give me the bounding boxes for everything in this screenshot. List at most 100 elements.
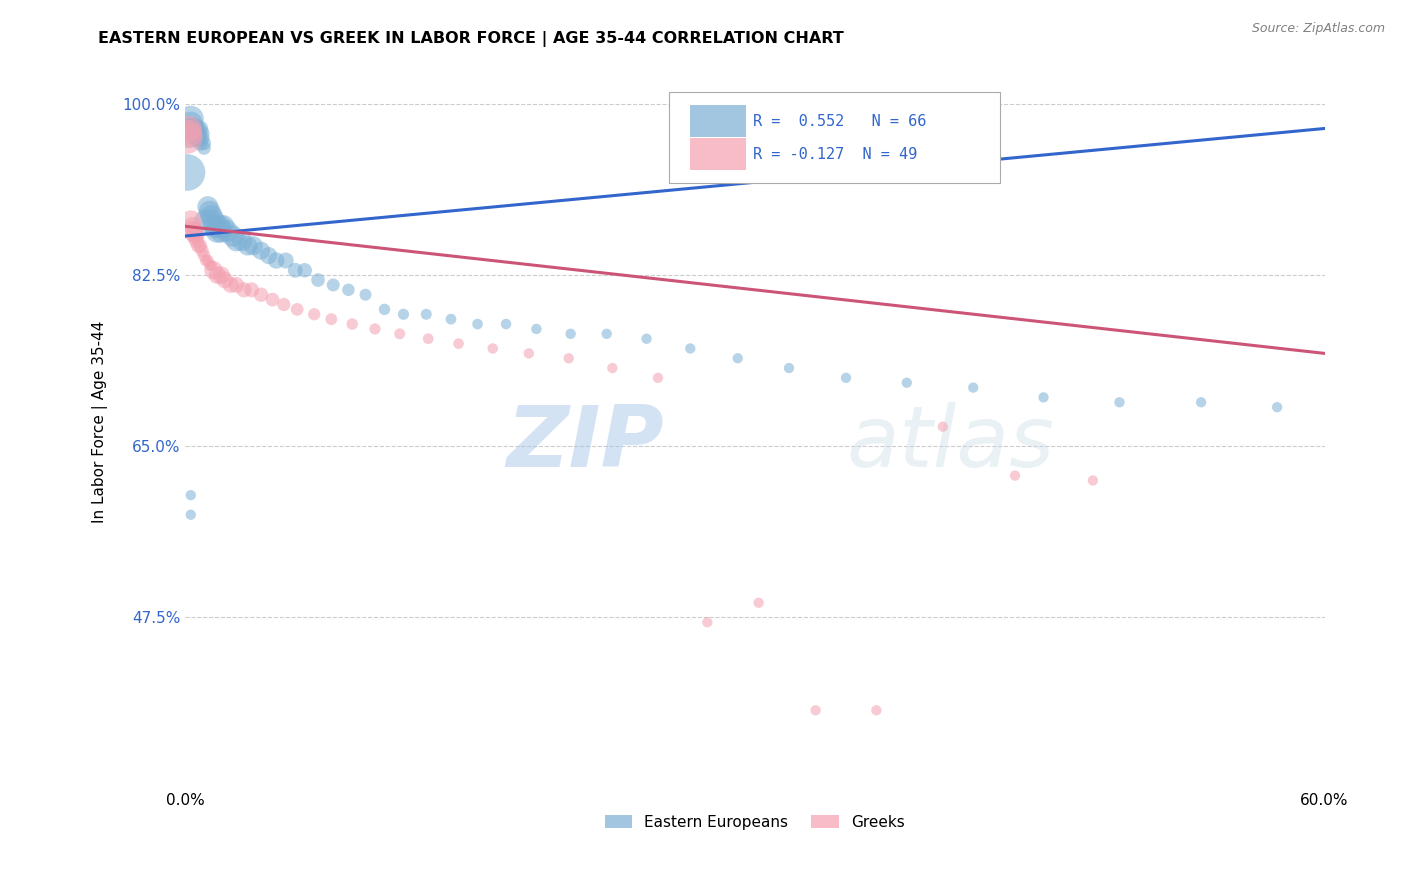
Point	[181, 219, 204, 234]
Point	[183, 224, 205, 238]
Point	[865, 703, 887, 717]
Point	[181, 224, 204, 238]
Text: atlas: atlas	[846, 402, 1054, 485]
Point	[225, 277, 247, 292]
Point	[337, 283, 360, 297]
Point	[177, 127, 200, 141]
Text: EASTERN EUROPEAN VS GREEK IN LABOR FORCE | AGE 35-44 CORRELATION CHART: EASTERN EUROPEAN VS GREEK IN LABOR FORCE…	[98, 31, 844, 47]
Point	[180, 117, 202, 131]
Point	[322, 277, 344, 292]
Point	[932, 419, 955, 434]
Point	[415, 307, 437, 321]
Point	[188, 239, 211, 253]
Point	[186, 229, 208, 244]
FancyBboxPatch shape	[669, 92, 1000, 184]
Text: R = -0.127  N = 49: R = -0.127 N = 49	[752, 146, 917, 161]
Point	[214, 273, 236, 287]
Point	[778, 361, 800, 376]
Point	[354, 287, 377, 301]
Point	[176, 165, 198, 179]
Point	[1032, 391, 1054, 405]
Point	[962, 381, 984, 395]
Point	[194, 214, 217, 228]
Point	[176, 131, 198, 145]
Point	[186, 121, 208, 136]
Point	[197, 253, 219, 268]
Point	[250, 244, 273, 258]
Point	[186, 131, 208, 145]
Point	[748, 596, 770, 610]
Point	[696, 615, 718, 630]
Point	[364, 322, 387, 336]
Point	[274, 253, 297, 268]
Point	[183, 229, 205, 244]
Point	[194, 253, 217, 268]
Point	[418, 332, 440, 346]
Point	[264, 253, 287, 268]
Point	[233, 283, 256, 297]
Point	[636, 332, 658, 346]
Point	[240, 283, 263, 297]
Point	[208, 219, 231, 234]
Point	[236, 239, 259, 253]
Point	[342, 317, 364, 331]
Point	[242, 239, 264, 253]
Point	[207, 224, 229, 238]
Point	[467, 317, 489, 331]
Legend: Eastern Europeans, Greeks: Eastern Europeans, Greeks	[599, 809, 911, 836]
Point	[212, 219, 235, 234]
Point	[225, 234, 247, 248]
Point	[221, 229, 243, 244]
Point	[373, 302, 395, 317]
Point	[896, 376, 918, 390]
Point	[481, 342, 503, 356]
Point	[1081, 474, 1104, 488]
Point	[202, 263, 225, 277]
Point	[273, 297, 295, 311]
Point	[560, 326, 582, 341]
Point	[602, 361, 624, 376]
Point	[257, 249, 280, 263]
Point	[193, 136, 215, 150]
Point	[307, 273, 329, 287]
Point	[188, 121, 211, 136]
Point	[557, 351, 579, 366]
Point	[187, 239, 209, 253]
Point	[1108, 395, 1130, 409]
Point	[835, 371, 858, 385]
Y-axis label: In Labor Force | Age 35-44: In Labor Force | Age 35-44	[93, 320, 108, 523]
Point	[285, 302, 308, 317]
Point	[219, 277, 242, 292]
Point	[191, 131, 214, 145]
Point	[204, 219, 226, 234]
Point	[201, 259, 224, 273]
Point	[186, 234, 208, 248]
Point	[1189, 395, 1212, 409]
Point	[679, 342, 702, 356]
Point	[198, 259, 221, 273]
Point	[191, 244, 214, 258]
Point	[198, 204, 221, 219]
Point	[201, 210, 224, 224]
Point	[231, 234, 253, 248]
Point	[1265, 400, 1288, 414]
Point	[187, 127, 209, 141]
Point	[388, 326, 411, 341]
Point	[302, 307, 325, 321]
Point	[647, 371, 669, 385]
Point	[517, 346, 540, 360]
Point	[183, 121, 205, 136]
FancyBboxPatch shape	[690, 138, 745, 170]
Point	[177, 121, 200, 136]
FancyBboxPatch shape	[690, 105, 745, 137]
Text: ZIP: ZIP	[506, 402, 664, 485]
Point	[262, 293, 284, 307]
Point	[392, 307, 415, 321]
Text: R =  0.552   N = 66: R = 0.552 N = 66	[752, 113, 927, 128]
Point	[181, 127, 204, 141]
Point	[193, 249, 215, 263]
Point	[209, 224, 232, 238]
Point	[294, 263, 316, 277]
Point	[180, 214, 202, 228]
Point	[727, 351, 749, 366]
